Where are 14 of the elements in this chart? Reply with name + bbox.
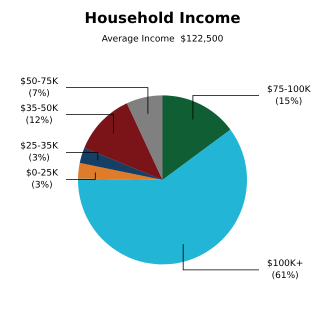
chart-subtitle: Average Income $122,500 bbox=[102, 34, 224, 45]
slice-label: $75-100K bbox=[267, 84, 312, 95]
data-label: (7%) bbox=[28, 88, 50, 99]
slice-label: $100K+ bbox=[267, 259, 304, 270]
data-label: (61%) bbox=[272, 271, 299, 282]
slice-label: $0-25K bbox=[26, 168, 60, 179]
data-label: (15%) bbox=[275, 96, 302, 107]
slice-label: $35-50K bbox=[20, 104, 60, 114]
slice-label: $25-35K bbox=[20, 142, 60, 152]
data-label: (3%) bbox=[28, 154, 50, 164]
chart-title: Household Income bbox=[84, 8, 240, 27]
data-label: (3%) bbox=[31, 180, 53, 191]
slice-label: $50-75K bbox=[20, 76, 60, 87]
data-label: (12%) bbox=[26, 116, 53, 126]
